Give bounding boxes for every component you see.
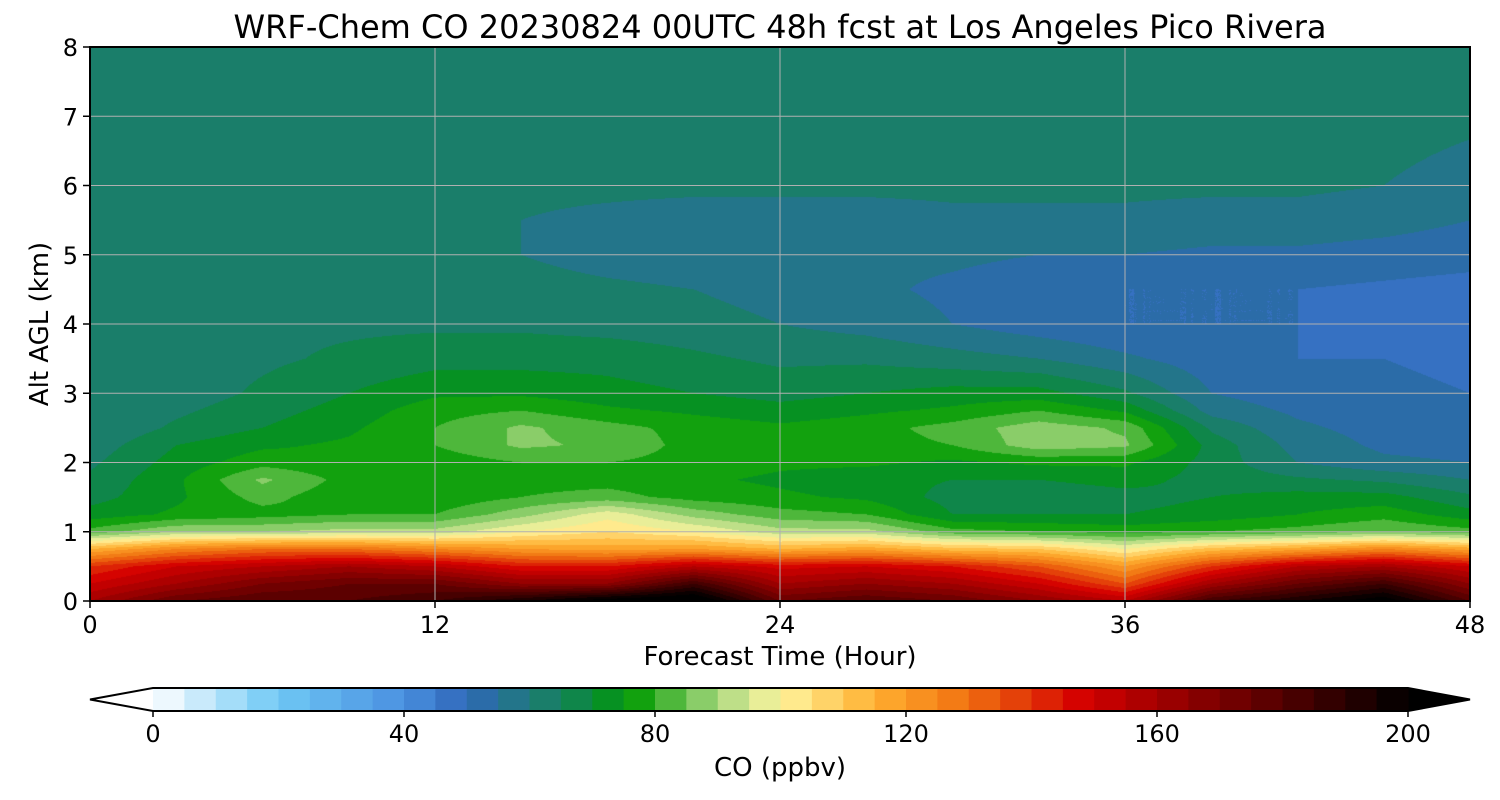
colorbar-swatch bbox=[404, 688, 436, 711]
x-axis-ticks: 0 12 24 36 48 bbox=[82, 601, 1485, 639]
colorbar-swatch bbox=[309, 688, 342, 711]
colorbar-swatch bbox=[1031, 688, 1064, 711]
y-axis-ticks: 0 1 2 3 4 5 6 7 8 bbox=[63, 34, 90, 616]
y-tick-label: 0 bbox=[63, 588, 78, 616]
colorbar-swatch bbox=[968, 688, 1001, 711]
colorbar-label: CO (ppbv) bbox=[714, 753, 846, 783]
colorbar-swatch bbox=[1000, 688, 1033, 711]
x-axis-label: Forecast Time (Hour) bbox=[643, 642, 916, 672]
y-tick-label: 2 bbox=[63, 450, 78, 478]
colorbar-swatch bbox=[874, 688, 907, 711]
colorbar-tick-label: 120 bbox=[883, 720, 929, 748]
colorbar-swatch bbox=[278, 688, 311, 711]
colorbar-swatch bbox=[1376, 688, 1409, 711]
colorbar-swatch bbox=[466, 688, 499, 711]
colorbar bbox=[89, 687, 1471, 712]
y-tick-label: 3 bbox=[63, 380, 78, 408]
y-tick-label: 6 bbox=[63, 173, 78, 201]
colorbar-swatch bbox=[655, 688, 687, 711]
colorbar-swatch bbox=[843, 688, 876, 711]
colorbar-swatch bbox=[780, 688, 813, 711]
colorbar-swatch bbox=[341, 688, 374, 711]
colorbar-swatch bbox=[749, 688, 782, 711]
colorbar-swatch bbox=[247, 688, 280, 711]
x-tick-label: 36 bbox=[1110, 611, 1141, 639]
colorbar-swatch bbox=[529, 688, 562, 711]
colorbar-swatch bbox=[215, 688, 248, 711]
y-tick-label: 4 bbox=[63, 311, 78, 339]
y-tick-label: 8 bbox=[63, 34, 78, 62]
y-tick-label: 1 bbox=[63, 519, 78, 547]
colorbar-swatch bbox=[686, 688, 719, 711]
colorbar-swatch bbox=[937, 688, 970, 711]
colorbar-extend-low bbox=[90, 688, 153, 711]
colorbar-tick-label: 200 bbox=[1385, 720, 1431, 748]
colorbar-swatch bbox=[1282, 688, 1315, 711]
colorbar-swatch bbox=[1345, 688, 1378, 711]
colorbar-swatch bbox=[1062, 688, 1095, 711]
x-tick-label: 0 bbox=[82, 611, 97, 639]
colorbar-swatch bbox=[435, 688, 468, 711]
y-tick-label: 7 bbox=[63, 103, 78, 131]
colorbar-swatch bbox=[1219, 688, 1252, 711]
colorbar-swatch bbox=[184, 688, 217, 711]
colorbar-swatch bbox=[1094, 688, 1127, 711]
colorbar-swatch bbox=[1125, 688, 1158, 711]
colorbar-swatch bbox=[1313, 688, 1346, 711]
colorbar-swatch bbox=[1157, 688, 1189, 711]
colorbar-ticks: 0 40 80 120 160 200 bbox=[145, 711, 1431, 748]
colorbar-tick-label: 40 bbox=[389, 720, 420, 748]
x-tick-label: 12 bbox=[420, 611, 451, 639]
colorbar-tick-label: 80 bbox=[640, 720, 671, 748]
colorbar-tick-label: 160 bbox=[1134, 720, 1180, 748]
y-tick-label: 5 bbox=[63, 242, 78, 270]
colorbar-swatch bbox=[560, 688, 593, 711]
colorbar-tick-label: 0 bbox=[145, 720, 160, 748]
colorbar-swatch bbox=[623, 688, 656, 711]
y-axis-label: Alt AGL (km) bbox=[25, 242, 55, 406]
chart-title: WRF-Chem CO 20230824 00UTC 48h fcst at L… bbox=[234, 8, 1327, 46]
colorbar-swatch bbox=[906, 688, 938, 711]
colorbar-swatch bbox=[1188, 688, 1221, 711]
colorbar-swatch bbox=[811, 688, 844, 711]
colorbar-extend-high bbox=[1408, 688, 1470, 711]
colorbar-swatch bbox=[498, 688, 531, 711]
x-tick-label: 48 bbox=[1455, 611, 1486, 639]
colorbar-swatch bbox=[1251, 688, 1284, 711]
colorbar-swatch bbox=[372, 688, 405, 711]
colorbar-swatch bbox=[717, 688, 750, 711]
colorbar-swatch bbox=[592, 688, 625, 711]
x-tick-label: 24 bbox=[765, 611, 796, 639]
colorbar-swatch bbox=[153, 688, 185, 711]
